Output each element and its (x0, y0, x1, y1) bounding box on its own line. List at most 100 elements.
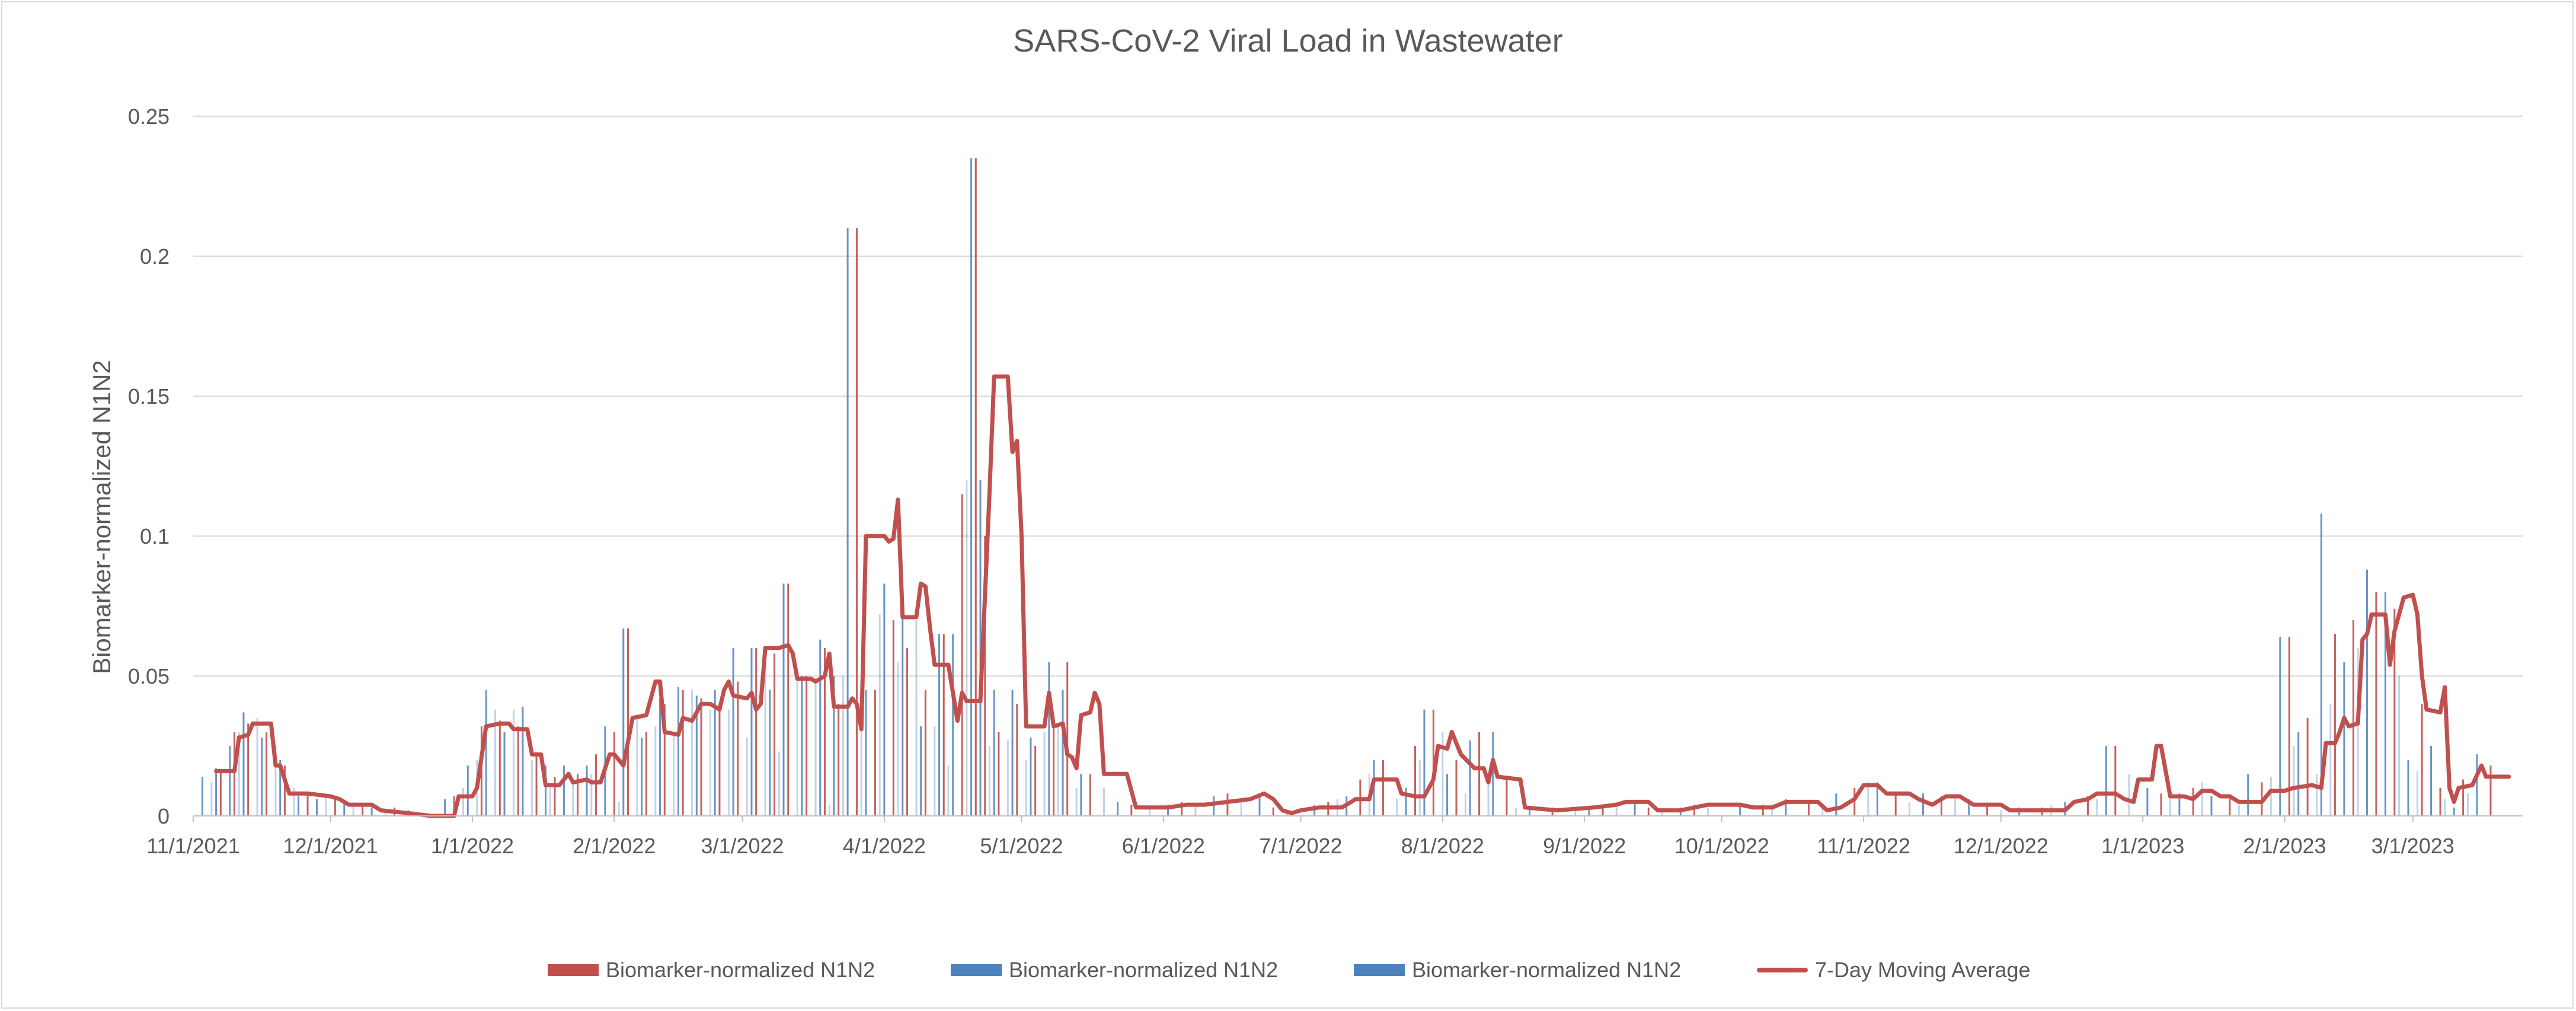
data-bar (755, 648, 758, 816)
data-bar (714, 690, 716, 816)
legend-label: 7-Day Moving Average (1815, 958, 2031, 982)
data-bar (1167, 805, 1169, 816)
data-bar (709, 709, 711, 816)
data-bar (2293, 746, 2295, 816)
data-bar (1016, 704, 1018, 816)
data-bar (842, 676, 844, 816)
x-tick-label: 9/1/2022 (1543, 834, 1626, 858)
data-bar (947, 766, 950, 816)
data-bar (512, 709, 514, 816)
data-bar (2398, 676, 2401, 816)
data-bar (952, 634, 954, 816)
data-bar (1464, 793, 1466, 816)
data-bar (201, 776, 203, 816)
data-bar (1615, 805, 1618, 816)
data-bar (2105, 746, 2107, 816)
bar-series (201, 158, 2492, 816)
chart-legend: Biomarker-normalized N1N2 Biomarker-norm… (0, 952, 2576, 988)
data-bar (2334, 634, 2336, 816)
data-bar (343, 802, 346, 816)
data-bar (453, 796, 455, 816)
data-bar (732, 648, 734, 816)
data-bar (325, 796, 327, 816)
legend-swatch-line (1757, 968, 1808, 972)
data-bar (1053, 715, 1055, 816)
data-bar (1258, 793, 1261, 816)
data-bar (2407, 760, 2409, 816)
data-bar (663, 704, 666, 816)
data-bar (1089, 774, 1091, 816)
data-bar (586, 766, 588, 816)
data-bar (1442, 732, 1444, 816)
grid-lines (193, 116, 2523, 677)
data-bar (1048, 662, 1050, 816)
data-bar (865, 690, 867, 816)
x-tick-label: 10/1/2022 (1674, 834, 1769, 858)
moving-average-line (214, 374, 2511, 818)
legend-label: Biomarker-normalized N1N2 (606, 958, 875, 982)
data-bar (1075, 787, 1078, 816)
data-bar (595, 754, 597, 816)
data-bar (874, 690, 876, 816)
legend-item-series-1: Biomarker-normalized N1N2 (548, 952, 875, 988)
data-bar (1514, 807, 1517, 816)
data-bar (2489, 766, 2492, 816)
data-bar (746, 737, 748, 816)
data-bar (554, 776, 556, 816)
data-bar (247, 723, 250, 816)
x-tick-label: 12/1/2021 (283, 834, 378, 858)
data-bar (878, 614, 881, 816)
data-bar (274, 746, 277, 816)
data-bar (942, 634, 945, 816)
data-bar (1808, 802, 1810, 816)
data-bar (1057, 726, 1059, 816)
data-bar (924, 690, 926, 816)
data-bar (1469, 740, 1471, 816)
legend-label: Biomarker-normalized N1N2 (1009, 958, 1279, 982)
data-bar (233, 732, 235, 816)
legend-label: Biomarker-normalized N1N2 (1412, 958, 1682, 982)
data-bar (2270, 776, 2272, 816)
data-bar (1954, 796, 1957, 816)
data-bar (1080, 774, 1082, 816)
data-bar (2192, 787, 2194, 816)
x-tick-label: 2/1/2022 (573, 834, 656, 858)
data-bar (1149, 807, 1151, 816)
data-bar (2320, 514, 2322, 816)
x-tick-label: 7/1/2022 (1259, 834, 1342, 858)
x-tick-label: 2/1/2023 (2243, 834, 2326, 858)
data-bar (737, 681, 739, 816)
data-bar (618, 802, 620, 816)
data-bar (801, 676, 803, 816)
data-bar (814, 681, 817, 816)
x-tick-label: 5/1/2022 (980, 834, 1063, 858)
data-bar (787, 583, 790, 816)
data-bar (2229, 799, 2231, 816)
data-bar (1922, 793, 1925, 816)
data-bar (718, 704, 721, 816)
data-bar (1455, 760, 1458, 816)
data-bar (462, 787, 465, 816)
y-tick-label: 0 (158, 804, 170, 828)
y-axis-label: Biomarker-normalized N1N2 (88, 360, 116, 674)
data-bar (334, 796, 336, 816)
data-bar (974, 158, 977, 816)
data-bar (1771, 807, 1773, 816)
data-bar (1034, 746, 1037, 816)
data-bar (902, 592, 904, 816)
y-tick-label: 0.05 (128, 664, 170, 688)
data-bar (2297, 732, 2300, 816)
data-bar (774, 653, 776, 816)
data-bar (1446, 774, 1449, 816)
x-tick-label: 4/1/2022 (843, 834, 926, 858)
data-bar (315, 799, 318, 816)
axes: 0 0.05 0.1 0.15 0.2 0.25 11/1/2021 12/1/2021 1/1… (128, 104, 2523, 858)
data-bar (627, 628, 629, 816)
data-bar (517, 726, 519, 816)
data-bar (673, 732, 675, 816)
data-bar (1574, 810, 1577, 816)
data-bar (1240, 799, 1242, 816)
data-bar (677, 687, 679, 816)
data-bar (2384, 592, 2386, 816)
data-bar (764, 662, 766, 816)
